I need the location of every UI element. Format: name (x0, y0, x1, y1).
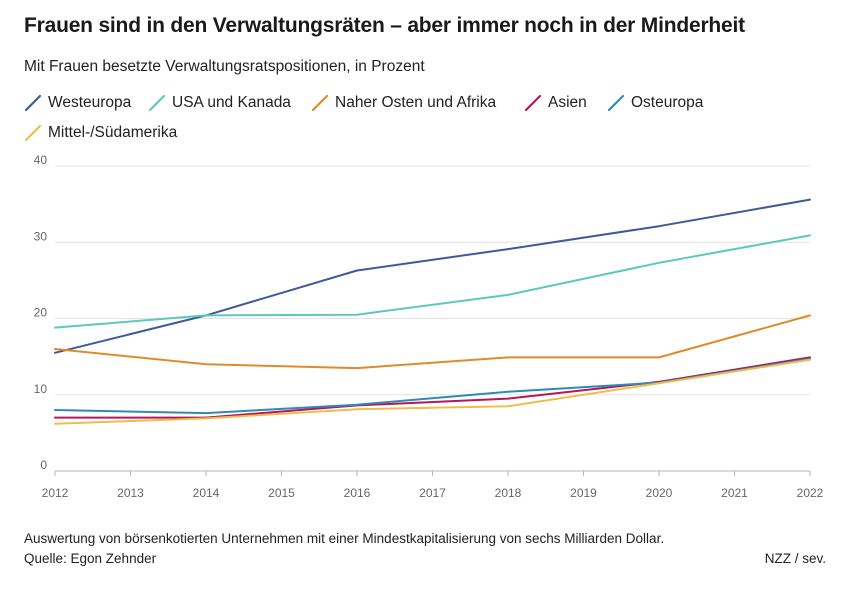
series-line-naher-osten-und-afrika (54, 314, 811, 370)
legend-item: Naher Osten und Afrika (311, 94, 496, 112)
axis-labels: 0 10 20 30 40 2012 2013 2014 2015 2016 2017 2018 201… (34, 153, 824, 500)
legend-item: Mittel-/Südamerika (24, 124, 177, 142)
series-line-westeuropa (54, 198, 811, 354)
legend-swatch-icon (24, 94, 42, 112)
series-line-osteuropa (54, 357, 811, 415)
x-tick-label: 2021 (721, 486, 748, 500)
chart-credit: NZZ / sev. (764, 551, 826, 566)
chart-title: Frauen sind in den Verwaltungsräten – ab… (24, 14, 745, 37)
legend-label: Westeuropa (48, 94, 132, 111)
y-tick-label: 10 (34, 382, 48, 396)
series-line-usa-und-kanada (54, 234, 811, 329)
x-tick-label: 2015 (268, 486, 295, 500)
legend-item: Osteuropa (607, 94, 703, 112)
x-tick-label: 2020 (646, 486, 673, 500)
x-tick-label: 2019 (570, 486, 597, 500)
legend-swatch-icon (311, 94, 329, 112)
x-tick-label: 2022 (797, 486, 824, 500)
legend-label: Mittel-/Südamerika (48, 124, 178, 141)
legend-item: Asien (524, 94, 587, 112)
grid-lines (55, 165, 810, 472)
legend-item: USA und Kanada (148, 94, 291, 112)
x-tick-label: 2012 (42, 486, 69, 500)
y-tick-label: 0 (40, 458, 47, 472)
chart-source: Quelle: Egon Zehnder (24, 551, 157, 566)
chart-footnote: Auswertung von börsenkotierten Unternehm… (24, 531, 665, 546)
x-tick-label: 2014 (193, 486, 220, 500)
y-tick-label: 30 (34, 229, 48, 243)
series-lines (54, 198, 811, 425)
legend-label: Asien (548, 94, 587, 111)
x-tick-label: 2018 (495, 486, 522, 500)
x-tick-label: 2016 (344, 486, 371, 500)
line-chart: 0 10 20 30 40 2012 2013 2014 2015 2016 2017 2018 201… (34, 153, 824, 500)
series-line-mittel-s-damerika (54, 358, 811, 425)
legend-swatch-icon (24, 124, 42, 142)
legend-item: Westeuropa (24, 94, 131, 112)
y-tick-label: 20 (34, 306, 48, 320)
legend-swatch-icon (607, 94, 625, 112)
legend-swatch-icon (148, 94, 166, 112)
legend-label: USA und Kanada (172, 94, 291, 111)
legend-label: Osteuropa (631, 94, 704, 111)
legend-swatch-icon (524, 94, 542, 112)
x-tick-label: 2017 (419, 486, 446, 500)
x-tick-label: 2013 (117, 486, 144, 500)
y-tick-label: 40 (34, 153, 48, 167)
legend-label: Naher Osten und Afrika (335, 94, 497, 111)
chart-subtitle: Mit Frauen besetzte Verwaltungsratsposit… (24, 58, 425, 75)
